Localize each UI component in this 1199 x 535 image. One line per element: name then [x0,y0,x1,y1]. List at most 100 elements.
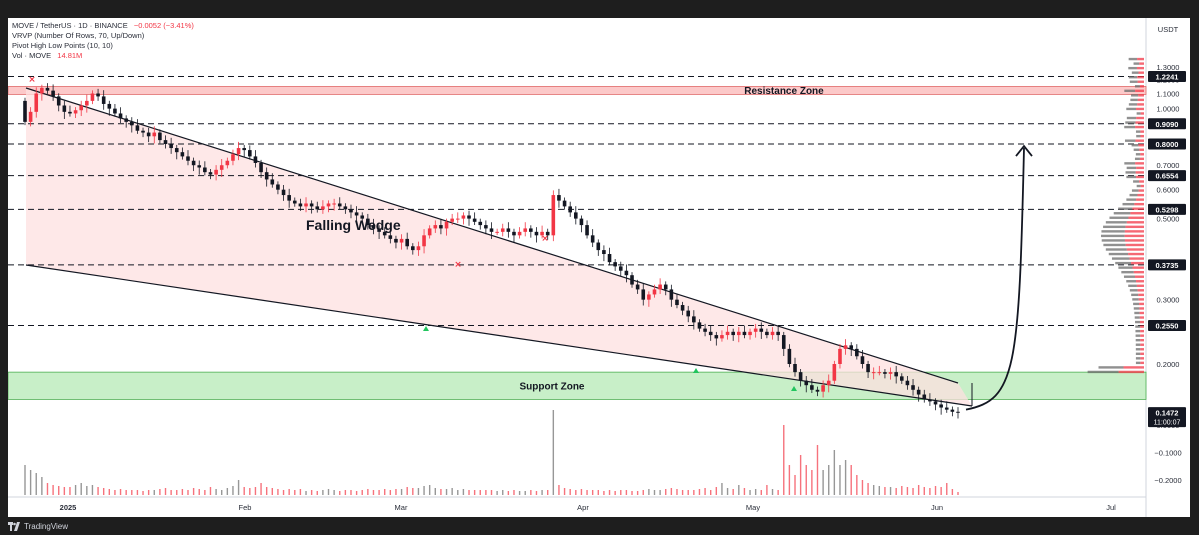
tradingview-logo[interactable]: TradingView [8,520,68,532]
candle-body-100 [585,225,589,235]
vrvp-row-up [1126,171,1136,173]
volume-bar-9 [75,485,76,495]
chart-frame: Resistance Zone Support Zone Falling Wedg… [8,18,1190,517]
vrvp-row-up [1131,94,1138,96]
level-price-label: 0.2550 [1156,321,1179,330]
candle-body-41 [254,156,258,163]
vrvp-row-down [1138,144,1144,146]
vrvp-row-down [1140,362,1144,364]
volume-bar-56 [339,491,340,495]
vrvp-row-up [1127,167,1137,169]
vrvp-row-up [1130,81,1138,83]
price-tick-label: 0.6000 [1157,186,1180,195]
candle-body-151 [872,372,876,373]
volume-bar-74 [440,489,441,495]
price-chart[interactable]: Resistance Zone Support Zone Falling Wedg… [8,18,1190,517]
vrvp-row-down [1140,325,1144,327]
vrvp-row-down [1137,76,1144,78]
candle-body-74 [439,225,443,228]
time-tick-label: Feb [239,503,252,512]
vrvp-row-down [1132,207,1144,209]
level-price-label: 0.6554 [1156,172,1180,181]
tradingview-name: TradingView [24,522,68,531]
candle-body-96 [563,201,567,207]
volume-bar-89 [525,491,526,495]
volume-bar-153 [884,487,885,495]
volume-bar-147 [851,465,852,495]
wedge-label: Falling Wedge [306,217,401,233]
volume-bar-47 [288,489,289,495]
volume-bar-17 [120,489,121,495]
volume-bar-52 [317,491,318,495]
candle-body-42 [259,163,263,172]
volume-bar-141 [817,445,818,495]
vrvp-row-up [1137,185,1141,187]
candle-body-67 [400,239,404,243]
volume-bar-54 [328,489,329,495]
legend-volume: Vol · MOVE 14.81M [12,51,82,61]
vrvp-row-up [1130,194,1138,196]
volume-bar-122 [710,490,711,495]
volume-bar-123 [716,487,717,495]
volume-bar-76 [451,488,452,495]
vrvp-row-down [1140,85,1144,87]
volume-bar-140 [811,470,812,495]
volume-bar-71 [423,486,424,495]
candle-body-124 [720,335,724,338]
vrvp-row-down [1137,58,1144,60]
candle-body-35 [220,165,224,170]
volume-bar-42 [260,483,261,495]
volume-bar-139 [806,465,807,495]
vrvp-row-down [1139,71,1144,73]
volume-bar-24 [159,489,160,495]
candle-body-145 [838,349,842,364]
last-price-label: 0.1472 [1156,409,1179,418]
candle-body-141 [816,390,820,392]
volume-bar-150 [867,483,868,495]
volume-bar-156 [901,486,902,495]
vrvp-row-down [1137,103,1144,105]
volume-bar-102 [598,490,599,495]
volume-bar-119 [693,490,694,495]
candle-body-84 [495,232,499,233]
vrvp-row-up [1130,289,1138,291]
candle-body-72 [428,228,432,235]
candle-body-155 [894,372,898,376]
volume-bar-79 [468,490,469,495]
volume-bar-16 [114,490,115,495]
currency-label: USDT [1158,25,1179,34]
candle-body-59 [355,212,359,215]
candle-body-14 [102,96,106,104]
vrvp-row-down [1134,271,1144,273]
candle-body-75 [445,222,449,229]
candle-body-20 [136,125,140,130]
candle-body-13 [96,94,100,97]
candle-body-51 [310,203,314,206]
volume-bar-116 [676,489,677,495]
candle-body-63 [377,228,381,231]
vrvp-row-down [1127,248,1144,250]
volume-bar-158 [912,488,913,495]
candle-body-11 [85,101,89,106]
vrvp-row-up [1126,176,1136,178]
volume-bar-99 [581,489,582,495]
volume-bar-111 [648,489,649,495]
volume-bar-95 [558,485,559,495]
pivot-high-marker: × [541,234,549,244]
candle-body-148 [855,349,859,356]
volume-bar-87 [513,490,514,495]
vrvp-row-down [1136,121,1144,123]
volume-bar-22 [148,490,149,495]
volume-bar-34 [215,489,216,495]
vrvp-row-up [1136,130,1140,132]
candle-body-15 [108,104,112,109]
price-axis[interactable]: USDT1.30001.20001.10001.00000.70000.6000… [1148,25,1186,485]
candle-body-43 [265,172,269,179]
candle-body-144 [833,364,837,381]
candle-body-19 [130,122,134,125]
volume-bar-4 [47,483,48,495]
vrvp-row-down [1128,253,1144,255]
candle-body-39 [242,148,246,150]
candle-body-83 [490,228,494,231]
volume-bar-19 [131,490,132,495]
